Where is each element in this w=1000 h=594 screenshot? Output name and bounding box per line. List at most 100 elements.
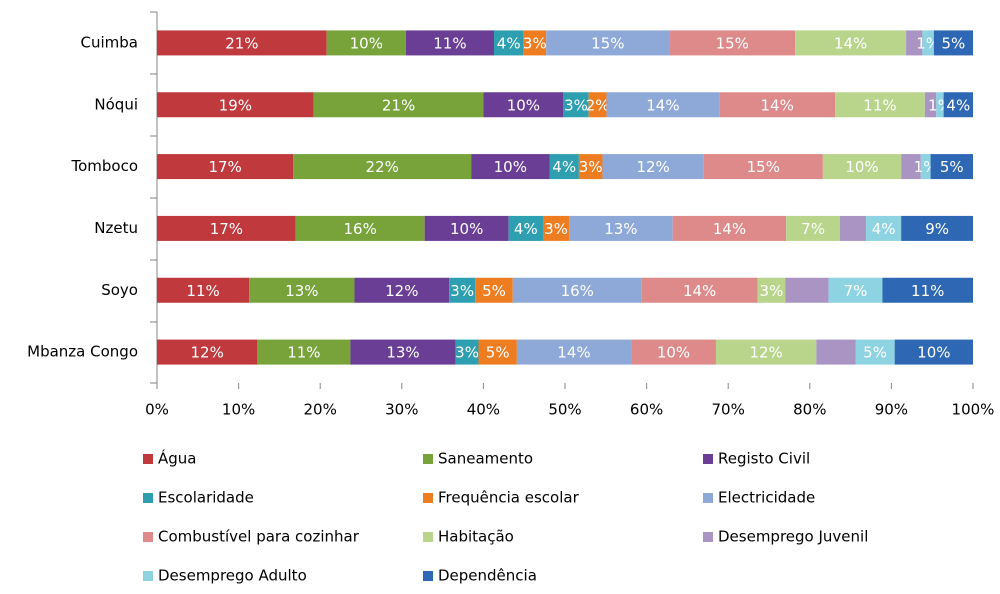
data-label: 4% [872,220,896,238]
data-label: 15% [591,34,624,52]
bar-segment [354,277,450,303]
bar-segment [295,215,425,241]
bar-segment [855,339,895,365]
data-label: 13% [285,282,318,300]
x-tick-label: 80% [793,401,826,419]
y-tick-label: Cuimba [81,33,138,51]
legend-label: Combustível para cozinhar [158,528,360,546]
bar-segment [546,30,670,56]
data-label: 10% [494,158,527,176]
data-label: 10% [350,34,383,52]
legend-swatch [423,532,433,542]
bar-segment [313,92,484,118]
legend-swatch [703,493,713,503]
legend-swatch [143,571,153,581]
data-label: 13% [386,344,419,362]
data-label: 4% [514,220,538,238]
bar-segment [669,30,796,56]
data-label: 4% [946,96,970,114]
x-tick-label: 50% [548,401,581,419]
legend-swatch [143,454,153,464]
bar-segment [866,215,902,241]
legend-label: Escolaridade [158,489,254,507]
bar-segment [494,30,524,56]
data-label: 5% [942,34,966,52]
data-label: 5% [940,158,964,176]
bar-segment [785,277,829,303]
bar-segment [405,30,495,56]
bar-segment [516,339,632,365]
y-tick-label: Nóqui [94,95,138,113]
legend-label: Saneamento [438,450,533,468]
bar-segment [943,92,973,118]
legend-label: Registo Civil [718,450,810,468]
data-label: 3% [450,282,474,300]
bar-segment [922,30,934,56]
data-label: 3% [579,158,603,176]
bar-segment [523,30,547,56]
bar-segment [828,277,883,303]
y-tick-label: Soyo [101,281,138,299]
data-label: 9% [925,220,949,238]
data-label: 14% [646,96,679,114]
bar-segment [475,277,513,303]
data-label: 5% [863,344,887,362]
bar-segment [157,215,296,241]
bar-segment [563,92,589,118]
bar-segment [483,92,564,118]
data-label: 3% [760,282,784,300]
bar-segment [449,277,476,303]
legend-label: Electricidade [718,489,815,507]
bar-segment [641,277,758,303]
legend-label: Desemprego Adulto [158,567,307,585]
data-label: 2% [586,96,610,114]
data-label: 21% [225,34,258,52]
data-label: 22% [366,158,399,176]
legend-label: Frequência escolar [438,489,580,507]
bar-segment [588,92,607,118]
bar-segment [249,277,355,303]
bar-segment [508,215,543,241]
legend-swatch [423,454,433,464]
data-label: 11% [433,34,466,52]
legend-label: Habitação [438,528,514,546]
data-label: 12% [636,158,669,176]
bar-segment [715,339,817,365]
data-label: 21% [382,96,415,114]
data-label: 7% [801,220,825,238]
bar-segment [930,154,973,180]
legend-swatch [703,532,713,542]
bar-segment [478,339,517,365]
bar-segment [293,154,472,180]
data-label: 3% [544,220,568,238]
data-label: 14% [713,220,746,238]
bar-segment [631,339,716,365]
legend-swatch [143,532,153,542]
bar-segment [822,154,902,180]
bar-segment [719,92,836,118]
data-label: 3% [523,34,547,52]
bar-segment [703,154,823,180]
data-label: 10% [657,344,690,362]
data-label: 11% [911,282,944,300]
x-tick-label: 100% [952,401,995,419]
y-tick-label: Mbanza Congo [27,343,138,361]
x-tick-label: 70% [712,401,745,419]
bar-segment [672,215,787,241]
x-tick-label: 30% [385,401,418,419]
bar-segment [549,154,579,180]
data-label: 12% [749,344,782,362]
data-label: 14% [834,34,867,52]
bar-segment [901,215,973,241]
bar-segment [257,339,351,365]
data-label: 5% [486,344,510,362]
legend-swatch [703,454,713,464]
bar-segment [512,277,642,303]
bar-segment [578,154,603,180]
data-label: 5% [482,282,506,300]
y-tick-label: Tomboco [70,157,138,175]
data-label: 16% [561,282,594,300]
data-label: 3% [564,96,588,114]
data-label: 14% [760,96,793,114]
legend-swatch [143,493,153,503]
